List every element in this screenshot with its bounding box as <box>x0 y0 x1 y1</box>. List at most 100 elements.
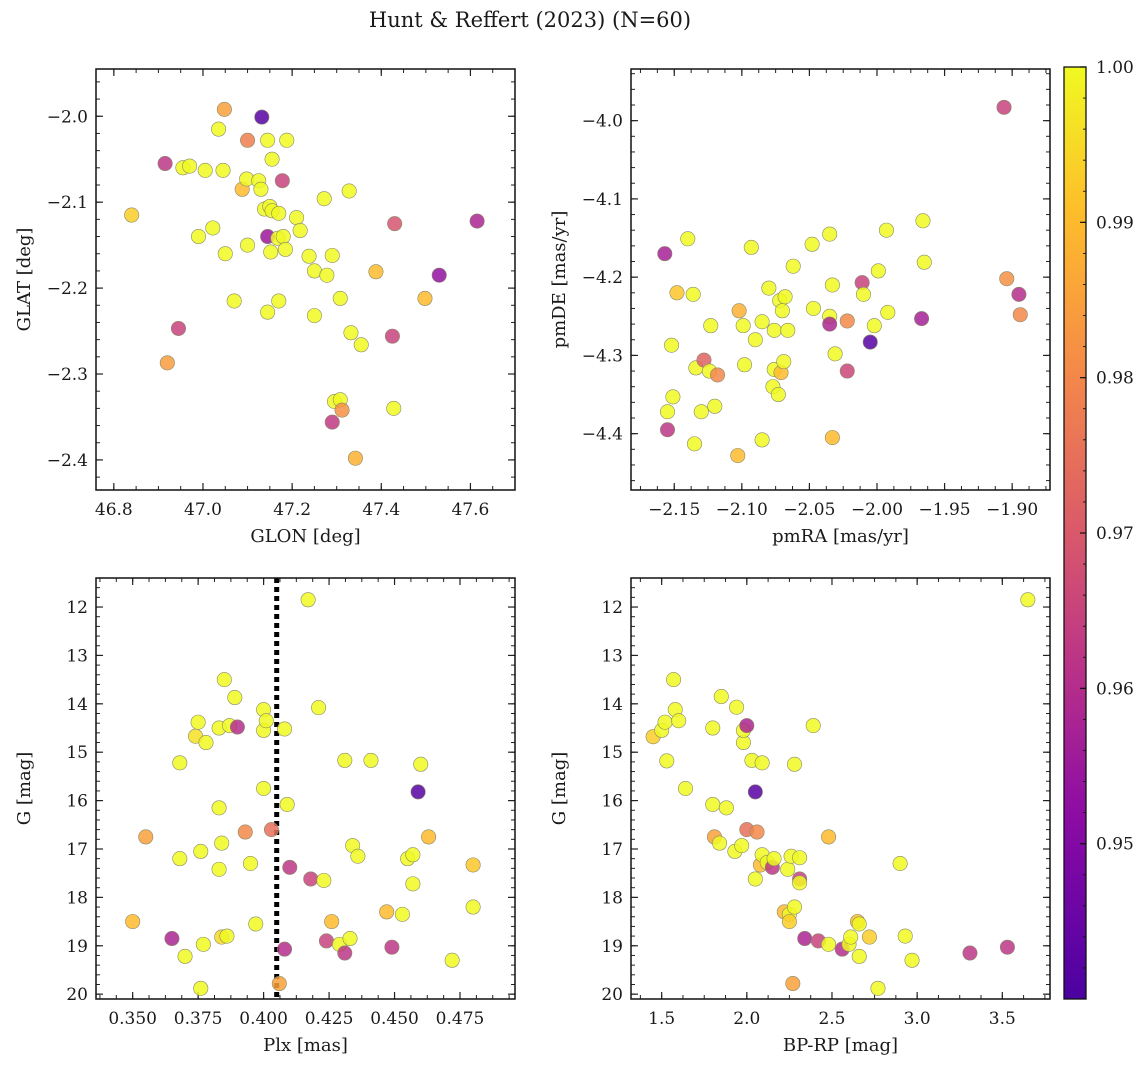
data-point <box>275 229 291 245</box>
data-point <box>350 848 366 864</box>
data-point <box>164 931 180 947</box>
y-tick-label: −4.1 <box>582 190 623 210</box>
data-point <box>962 945 978 961</box>
data-point <box>659 404 675 420</box>
data-point <box>368 264 384 280</box>
figure-title: Hunt & Reffert (2023) (N=60) <box>369 8 691 32</box>
data-point <box>999 939 1015 955</box>
data-point <box>405 847 421 863</box>
y-axis-label: G [mag] <box>549 752 570 825</box>
data-point <box>271 976 287 992</box>
data-point <box>303 871 319 887</box>
data-point <box>914 311 930 327</box>
data-point <box>264 151 280 167</box>
data-point <box>279 796 295 812</box>
x-axis-label: GLON [deg] <box>250 526 360 547</box>
data-point <box>410 784 426 800</box>
data-point <box>159 355 175 371</box>
y-axis-label: pmDE [mas/yr] <box>549 211 570 349</box>
axis-ticks: 0.350 0.375 0.400 0.425 0.450 0.475 12 13 14 15 16… <box>66 578 515 1029</box>
x-tick-label: 0.475 <box>436 1009 485 1029</box>
data-point <box>712 835 728 851</box>
data-point <box>240 237 256 253</box>
y-tick-label: −2.2 <box>47 279 88 299</box>
data-point <box>851 948 867 964</box>
y-tick-label: 20 <box>66 985 88 1005</box>
data-point <box>431 267 447 283</box>
x-tick-label: −2.05 <box>783 500 835 520</box>
data-point <box>193 980 209 996</box>
data-point <box>211 861 227 877</box>
data-point <box>311 700 327 716</box>
y-tick-label: 17 <box>66 840 88 860</box>
data-point <box>342 931 358 947</box>
points <box>125 592 481 996</box>
data-point <box>657 246 673 262</box>
data-point <box>300 592 316 608</box>
data-point <box>277 241 293 257</box>
data-point <box>671 713 687 729</box>
data-point <box>754 432 770 448</box>
data-point <box>138 829 154 845</box>
y-tick-label: 20 <box>601 985 623 1005</box>
y-tick-label: 14 <box>601 695 623 715</box>
data-point <box>687 436 703 452</box>
data-point <box>386 400 402 416</box>
data-point <box>777 289 793 305</box>
plot-frame <box>630 577 1051 1000</box>
x-tick-label: 3.0 <box>904 1009 931 1029</box>
data-point <box>805 300 821 316</box>
data-point <box>211 121 227 137</box>
data-point <box>904 952 920 968</box>
data-point <box>277 721 293 737</box>
data-point <box>822 316 838 332</box>
data-point <box>384 939 400 955</box>
y-tick-label: 15 <box>601 743 623 763</box>
data-point <box>227 690 243 706</box>
y-tick-label: 16 <box>66 792 88 812</box>
data-point <box>776 354 792 370</box>
data-point <box>880 304 896 320</box>
x-tick-label: 47.4 <box>362 500 400 520</box>
x-tick-label: 2.5 <box>818 1009 845 1029</box>
axis-ticks: 46.8 47.0 47.2 47.4 47.6 −2.4 −2.3 −2.2 −2.1 −2.0 <box>47 69 516 520</box>
data-point <box>182 158 198 174</box>
data-point <box>747 871 763 887</box>
data-point <box>766 322 782 338</box>
data-point <box>770 387 786 403</box>
x-tick-label: −2.15 <box>648 500 700 520</box>
data-point <box>705 720 721 736</box>
x-axis-label: Plx [mas] <box>263 1035 348 1056</box>
data-point <box>260 132 276 148</box>
x-tick-label: −2.10 <box>716 500 768 520</box>
data-point <box>664 337 680 353</box>
data-point <box>248 916 264 932</box>
data-point <box>421 829 437 845</box>
data-point <box>306 308 322 324</box>
data-point <box>792 875 808 891</box>
data-point <box>707 398 723 414</box>
data-point <box>465 857 481 873</box>
y-axis-label: G [mag] <box>14 752 35 825</box>
data-point <box>195 936 211 952</box>
data-point <box>855 286 871 302</box>
y-tick-label: 12 <box>601 598 623 618</box>
axis-ticks: 1.5 2.0 2.5 3.0 3.5 12 13 14 15 16 17 18 19 20 <box>601 578 1050 1029</box>
x-tick-label: −1.90 <box>986 500 1038 520</box>
data-point <box>219 928 235 944</box>
y-axis-label: GLAT [deg] <box>14 228 35 332</box>
data-point <box>785 976 801 992</box>
data-point <box>469 213 485 229</box>
data-point <box>337 945 353 961</box>
data-point <box>729 699 745 715</box>
data-point <box>353 337 369 353</box>
colorbar-tick-label: 0.99 <box>1096 213 1134 233</box>
data-point <box>718 800 734 816</box>
data-point <box>678 780 694 796</box>
data-point <box>710 367 726 383</box>
data-point <box>693 404 709 420</box>
data-point <box>417 290 433 306</box>
data-point <box>657 714 673 730</box>
data-point <box>211 800 227 816</box>
data-point <box>659 753 675 769</box>
